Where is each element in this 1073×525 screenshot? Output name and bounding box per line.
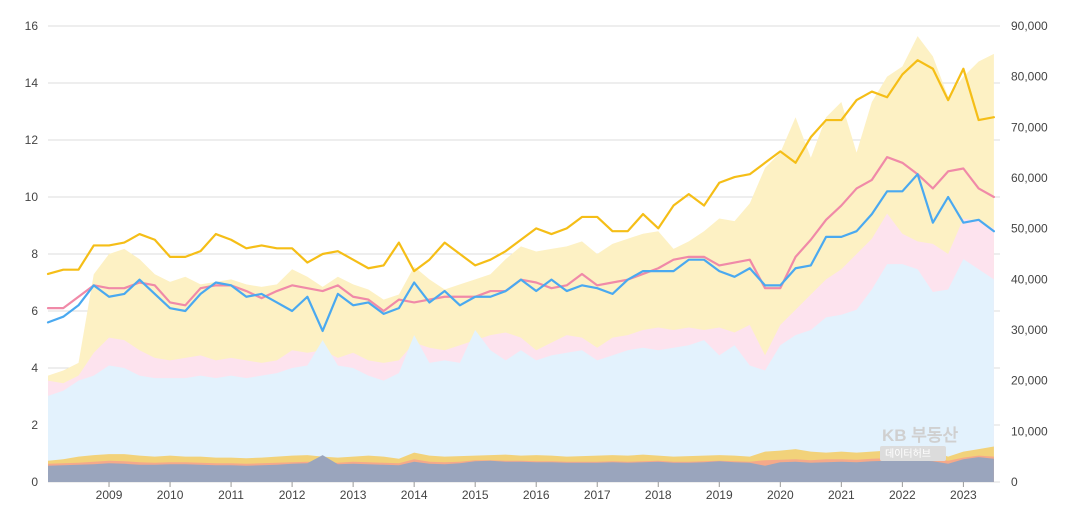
area-series <box>48 36 994 482</box>
yleft-tick-label: 2 <box>31 418 38 432</box>
xtick-label: 2020 <box>767 488 794 502</box>
yleft-tick-label: 16 <box>25 19 39 33</box>
yright-tick-label: 40,000 <box>1011 272 1048 286</box>
xtick-label: 2017 <box>584 488 611 502</box>
yleft-tick-label: 10 <box>25 190 39 204</box>
line-line_blue <box>46 173 996 333</box>
yleft-tick-label: 12 <box>25 133 39 147</box>
yright-tick-label: 80,000 <box>1011 70 1048 84</box>
area-bottom_slate <box>48 455 994 482</box>
yright-tick-label: 10,000 <box>1011 424 1048 438</box>
yright-tick-label: 50,000 <box>1011 222 1048 236</box>
xtick-label: 2013 <box>340 488 367 502</box>
line-line_gold <box>46 59 996 276</box>
yleft-tick-label: 8 <box>31 247 38 261</box>
xtick-label: 2014 <box>401 488 428 502</box>
xtick-label: 2021 <box>828 488 855 502</box>
axes: 0 2 4 6 8 10 12 14 16 0 10,000 20,000 30,000 40,000 50… <box>25 19 1048 502</box>
yleft-tick-label: 4 <box>31 361 38 375</box>
xtick-label: 2018 <box>645 488 672 502</box>
watermark-sub: 데이터허브 <box>885 448 931 460</box>
yleft-tick-label: 6 <box>31 304 38 318</box>
yleft-tick-label: 14 <box>25 76 39 90</box>
yleft-tick-label: 0 <box>31 475 38 489</box>
xtick-label: 2019 <box>706 488 733 502</box>
xtick-label: 2009 <box>96 488 123 502</box>
xtick-label: 2016 <box>523 488 550 502</box>
yright-tick-label: 0 <box>1011 475 1018 489</box>
watermark-sub-box <box>880 446 946 461</box>
area-area_blue <box>48 259 994 482</box>
line-series <box>46 59 996 333</box>
xtick-label: 2010 <box>157 488 184 502</box>
watermark: KB 부동산 데이터허브 <box>880 426 959 461</box>
xtick-label: 2022 <box>889 488 916 502</box>
yright-tick-label: 30,000 <box>1011 323 1048 337</box>
xtick-label: 2023 <box>950 488 977 502</box>
xtick-label: 2011 <box>218 488 244 502</box>
yright-tick-label: 60,000 <box>1011 171 1048 185</box>
watermark-logo: KB 부동산 <box>882 426 959 445</box>
xtick-label: 2015 <box>462 488 489 502</box>
xtick-label: 2012 <box>279 488 306 502</box>
yright-tick-label: 90,000 <box>1011 19 1048 33</box>
yright-tick-label: 20,000 <box>1011 374 1048 388</box>
yright-tick-label: 70,000 <box>1011 120 1048 134</box>
